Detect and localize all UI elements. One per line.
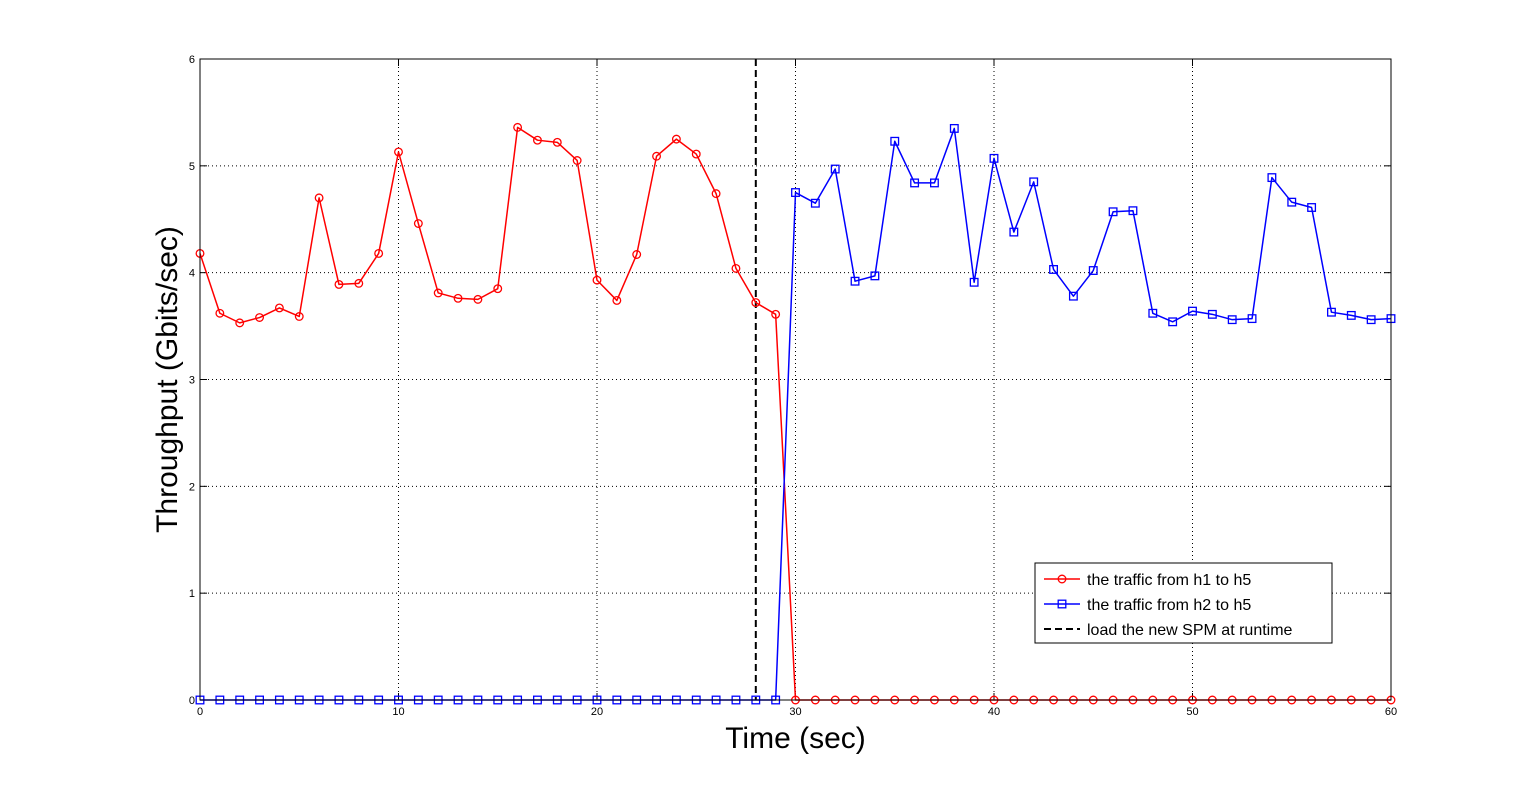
data-point	[890, 136, 900, 146]
data-point	[433, 288, 443, 298]
data-point	[691, 149, 701, 159]
data-point	[374, 248, 384, 258]
legend-entry-h2: the traffic from h2 to h5	[1044, 597, 1251, 614]
data-point	[513, 122, 523, 132]
data-point	[592, 275, 602, 285]
data-point	[1148, 308, 1158, 318]
data-point	[830, 164, 840, 174]
y-tick-label: 4	[189, 268, 195, 280]
data-point	[652, 151, 661, 161]
data-point	[473, 294, 483, 304]
y-tick-label: 6	[189, 54, 195, 66]
legend-marker-h1	[1057, 574, 1067, 584]
data-point	[711, 189, 721, 199]
x-tick-label: 40	[988, 706, 1000, 718]
legend-marker-h2	[1057, 599, 1067, 609]
data-point	[1287, 197, 1297, 207]
data-point	[810, 198, 820, 208]
legend-label-h1: the traffic from h1 to h5	[1087, 572, 1251, 589]
data-point	[612, 295, 622, 305]
data-point	[731, 263, 741, 273]
data-point	[314, 193, 324, 203]
legend-entry-h1: the traffic from h1 to h5	[1044, 572, 1251, 589]
data-point	[1366, 315, 1376, 325]
y-axis-title: Throughput (Gbits/sec)	[151, 226, 184, 533]
y-tick-label: 3	[189, 375, 195, 387]
data-point	[493, 284, 503, 294]
x-tick-label: 30	[789, 706, 801, 718]
plot-frame	[199, 58, 1392, 701]
data-point	[354, 278, 364, 288]
data-point	[671, 134, 681, 144]
legend-label-h2: the traffic from h2 to h5	[1087, 597, 1251, 614]
x-tick-label: 50	[1186, 706, 1198, 718]
data-point	[1009, 227, 1019, 237]
data-point	[572, 156, 582, 165]
data-point	[870, 271, 880, 281]
data-point	[453, 293, 463, 303]
data-point	[989, 153, 999, 163]
data-point	[274, 303, 284, 313]
legend: the traffic from h1 to h5 the traffic fr…	[1034, 562, 1333, 644]
data-point	[413, 219, 423, 228]
data-point	[1346, 310, 1356, 320]
data-point	[910, 178, 920, 188]
y-tick-label: 2	[189, 481, 195, 493]
x-tick-label: 20	[591, 706, 603, 718]
data-point	[1088, 266, 1098, 275]
data-point	[791, 188, 800, 197]
data-point	[215, 308, 225, 318]
data-point	[294, 312, 304, 321]
data-point	[1068, 291, 1078, 301]
data-point	[969, 277, 979, 287]
data-point	[394, 147, 403, 157]
data-point	[1307, 203, 1317, 212]
data-point	[552, 137, 562, 147]
data-point	[1188, 306, 1197, 316]
data-point	[850, 276, 860, 286]
y-tick-label: 5	[189, 161, 195, 173]
data-point	[751, 298, 761, 308]
legend-label-vline: load the new SPM at runtime	[1087, 622, 1293, 639]
data-point	[1029, 177, 1039, 187]
data-point	[1247, 314, 1257, 324]
data-point	[930, 178, 939, 188]
data-point	[632, 250, 642, 259]
x-axis-title: Time (sec)	[725, 722, 866, 755]
data-point	[1128, 206, 1138, 216]
legend-entry-vline: load the new SPM at runtime	[1044, 622, 1293, 639]
data-point	[255, 313, 264, 322]
y-tick-label: 0	[189, 695, 195, 707]
x-tick-label: 10	[392, 706, 404, 718]
x-tick-label: 0	[197, 706, 203, 718]
data-point	[949, 123, 959, 133]
data-point	[1049, 265, 1058, 274]
data-point	[771, 309, 781, 319]
data-point	[1327, 307, 1336, 317]
y-tick-label: 1	[189, 588, 195, 600]
data-point	[1108, 207, 1118, 217]
data-point	[235, 318, 245, 328]
tick-labels: 0 10 20 30 40 50 60 0 1 2 3 4 5 6	[189, 54, 1397, 718]
data-point	[334, 279, 344, 289]
data-point	[1267, 173, 1277, 183]
data-point	[1207, 309, 1217, 319]
data-point	[1168, 317, 1178, 327]
data-point	[1227, 315, 1237, 325]
x-tick-label: 60	[1385, 706, 1397, 718]
legend-box	[1034, 562, 1333, 644]
data-point	[533, 135, 542, 145]
